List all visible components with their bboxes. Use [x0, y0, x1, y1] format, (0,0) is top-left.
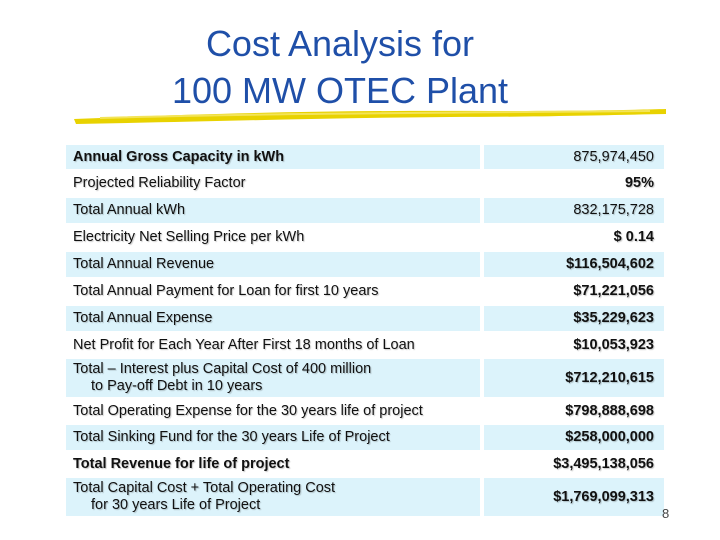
table-row: Total Annual Expense $35,229,623 [66, 306, 664, 333]
row-value: 95% [624, 175, 654, 191]
slide-title-line1: Cost Analysis for [205, 23, 475, 64]
row-label: Annual Gross Capacity in kWh [66, 145, 480, 169]
table-row: Electricity Net Selling Price per kWh $ … [66, 225, 664, 252]
row-label: Total Annual Expense [66, 306, 480, 331]
table-row: Total Annual Revenue $116,504,602 [66, 252, 664, 279]
row-value: $10,053,923 [573, 336, 654, 353]
row-value: 875,974,450 [484, 145, 664, 169]
row-label: Total Sinking Fund for the 30 years Life… [66, 425, 480, 450]
row-value: 832,175,728 [484, 198, 664, 223]
table-row: Total Capital Cost + Total Operating Cos… [66, 478, 664, 518]
slide-title-line2: 100 MW OTEC Plant [171, 70, 509, 111]
row-label: Projected Reliability Factor [73, 175, 246, 191]
row-label: Net Profit for Each Year After First 18 … [73, 336, 415, 353]
row-label-line2: to Pay-off Debt in 10 years [91, 378, 263, 394]
page-number: 8 [662, 506, 670, 521]
row-label: Electricity Net Selling Price per kWh [73, 229, 305, 245]
table-row: Total Operating Expense for the 30 years… [66, 399, 664, 425]
row-label: Total Operating Expense for the 30 years… [73, 402, 423, 419]
table-row: Total – Interest plus Capital Cost of 40… [66, 359, 664, 399]
row-label: Total Annual Revenue [66, 252, 480, 277]
cost-analysis-table: Annual Gross Capacity in kWh 875,974,450… [66, 145, 664, 518]
row-label-line2: for 30 years Life of Project [91, 497, 261, 513]
table-row: Total Annual Payment for Loan for first … [66, 279, 664, 306]
row-value: $ 0.14 [613, 229, 654, 245]
row-value: $35,229,623 [484, 306, 664, 331]
row-label: Total Annual Payment for Loan for first … [73, 283, 379, 299]
table-row: Total Sinking Fund for the 30 years Life… [66, 425, 664, 452]
row-value: $3,495,138,056 [553, 455, 654, 472]
row-label-line1: Total – Interest plus Capital Cost of 40… [73, 361, 372, 377]
row-label: Total Annual kWh [66, 198, 480, 223]
row-value: $116,504,602 [484, 252, 664, 277]
table-row: Annual Gross Capacity in kWh 875,974,450 [66, 145, 664, 171]
table-row: Total Revenue for life of project $3,495… [66, 452, 664, 478]
row-label: Total – Interest plus Capital Cost of 40… [66, 359, 480, 397]
table-row: Total Annual kWh 832,175,728 [66, 198, 664, 225]
row-label: Total Capital Cost + Total Operating Cos… [66, 478, 480, 516]
title-underline-brushstroke [74, 109, 666, 124]
table-row: Net Profit for Each Year After First 18 … [66, 333, 664, 359]
row-label: Total Revenue for life of project [73, 455, 290, 472]
row-value: $712,210,615 [484, 359, 664, 397]
table-row: Projected Reliability Factor 95% [66, 171, 664, 198]
row-value: $71,221,056 [573, 283, 654, 299]
row-value: $258,000,000 [484, 425, 664, 450]
row-value: $1,769,099,313 [484, 478, 664, 516]
row-label-line1: Total Capital Cost + Total Operating Cos… [73, 480, 336, 496]
row-value: $798,888,698 [565, 402, 654, 419]
